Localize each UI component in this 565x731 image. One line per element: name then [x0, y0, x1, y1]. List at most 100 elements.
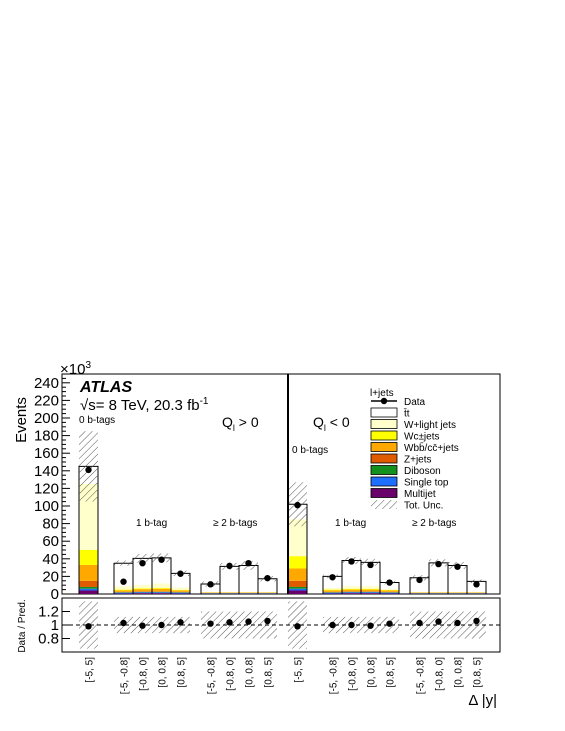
ratio-point-6: [226, 619, 233, 626]
bar-z-jets-0: [79, 580, 98, 587]
data-point-13: [386, 579, 393, 586]
bar-diboson-0: [79, 586, 98, 589]
bar-t-t-3: [152, 557, 171, 584]
bar-t-t-5: [201, 583, 220, 592]
bar-single-top-4: [171, 592, 190, 594]
bar-z-jets-9: [288, 580, 307, 587]
ratio-point-17: [473, 617, 480, 625]
x-tick-label-6: [-0.8, 0]: [226, 657, 237, 691]
y-tick-label-240: 240: [34, 375, 59, 392]
legend-swatch-6: [370, 465, 398, 475]
charge-label-negative: Ql < 0: [313, 414, 350, 433]
btag-label-0-neg: 0 b-tags: [292, 445, 328, 456]
x-tick-label-8: [0.8, 5]: [264, 657, 275, 688]
bar-t-t-11: [342, 560, 361, 587]
y-axis-title: Events: [13, 397, 30, 443]
bar-t-t-7: [239, 565, 258, 592]
x-tick-label-11: [-0.8, 0]: [348, 657, 359, 691]
legend-swatch-7: [370, 476, 398, 487]
ratio-axis-title: Data / Pred.: [17, 599, 28, 652]
x-tick-label-15: [-0.8, 0]: [435, 657, 446, 691]
bar-t-t-10: [323, 576, 342, 588]
ratio-point-0: [85, 623, 92, 630]
uncertainty-band-2: [133, 553, 152, 563]
bar-single-top-1: [114, 592, 133, 594]
data-point-8: [264, 574, 271, 582]
bar-t-t-8: [258, 578, 277, 592]
btag-label-2-pos: ≥ 2 b-tags: [213, 518, 257, 529]
ratio-point-12: [367, 622, 374, 629]
bar-wbb-cc-jets-0: [79, 564, 98, 581]
ratio-point-13: [386, 620, 393, 627]
ratio-uncertainty-15: [429, 611, 448, 639]
bar-single-top-13: [380, 592, 399, 594]
data-point-1: [120, 578, 127, 585]
ratio-point-5: [207, 620, 214, 627]
bar-wc-jets-12: [361, 588, 380, 590]
y-tick-label-0: 0: [51, 586, 59, 603]
ratio-point-4: [177, 619, 184, 626]
x-tick-labels: [-5, 5] [-5, -0.8] [-0.8, 0] [0, 0.8] [0.8, …: [85, 657, 484, 694]
data-point-5: [207, 581, 214, 588]
x-tick-label-16: [0, 0.8]: [454, 657, 465, 688]
bar-wbb-cc-jets-12: [361, 589, 380, 592]
x-axis-title: Δ |y|: [468, 692, 497, 709]
bar-wc-jets-2: [133, 588, 152, 590]
bar-t-t-2: [133, 558, 152, 585]
bar-wbb-cc-jets-3: [152, 588, 171, 592]
data-point-10: [329, 574, 336, 581]
data-point-9: [294, 501, 301, 509]
legend-label-5: Z+jets: [404, 455, 432, 466]
bar-single-top-11: [342, 592, 361, 594]
legend-label-data: Data: [404, 397, 426, 408]
bar-single-top-10: [323, 592, 342, 594]
bar-wc-jets-0: [79, 550, 98, 565]
bar-w-light-jets-9: [288, 519, 307, 557]
y-tick-label-100: 100: [34, 498, 59, 515]
bar-wbb-cc-jets-2: [133, 589, 152, 592]
btag-label-1-pos: 1 b-tag: [136, 518, 167, 529]
bar-wc-jets-1: [114, 589, 133, 591]
data-point-3: [158, 556, 165, 563]
bar-diboson-9: [288, 586, 307, 589]
uncertainty-band-0: [79, 431, 98, 502]
ratio-point-8: [264, 617, 271, 625]
legend-label-unc: Tot. Unc.: [404, 501, 443, 512]
bar-w-light-jets-4: [171, 587, 190, 591]
legend-data-marker: [380, 397, 388, 405]
data-point-16: [454, 563, 461, 570]
bar-t-t-1: [114, 563, 133, 587]
y-tick-label-20: 20: [42, 568, 59, 585]
btag-label-1-neg: 1 b-tag: [335, 518, 366, 529]
bar-t-t-15: [429, 562, 448, 592]
data-point-11: [348, 558, 355, 565]
legend-swatch-unc: [371, 500, 397, 509]
data-point-12: [367, 561, 374, 569]
bar-wc-jets-9: [288, 556, 307, 569]
bar-w-light-jets-12: [361, 586, 380, 589]
bar-wc-jets-10: [323, 589, 342, 591]
y-tick-label-200: 200: [34, 410, 59, 427]
legend-label-1: t̄t: [403, 407, 410, 419]
x-tick-label-14: [-5, -0.8]: [416, 657, 427, 694]
bar-t-t-14: [410, 577, 429, 592]
x-tick-label-17: [0.8, 5]: [473, 657, 484, 688]
x-tick-label-1: [-5, -0.8]: [120, 657, 131, 694]
y-tick-label-80: 80: [42, 516, 59, 533]
bar-multijet-11: [342, 593, 361, 594]
x-tick-label-3: [0, 0.8]: [158, 657, 169, 688]
x-tick-label-0: [-5, 5]: [85, 657, 96, 683]
legend-label-8: Multijet: [404, 489, 436, 500]
charge-label-positive: Ql > 0: [222, 414, 259, 433]
bar-w-light-jets-11: [342, 586, 361, 589]
y-tick-label-220: 220: [34, 392, 59, 409]
bar-single-top-0: [79, 588, 98, 591]
ratio-point-10: [329, 621, 336, 629]
x-tick-label-5: [-5, -0.8]: [207, 657, 218, 694]
y-exponent: ×103: [60, 360, 91, 378]
btag-label-2-neg: ≥ 2 b-tags: [412, 518, 456, 529]
y-tick-label-40: 40: [42, 551, 59, 568]
